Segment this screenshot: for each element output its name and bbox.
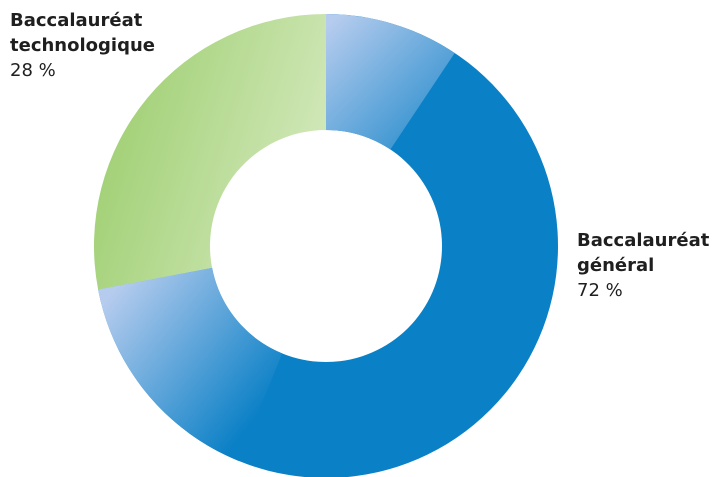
slice-label-general: Baccalauréat général 72 %: [577, 228, 727, 303]
slice-label-general-line2: général: [577, 255, 655, 276]
slice-label-technologique-line1: Baccalauréat: [10, 10, 143, 31]
slice-general-highlight: [98, 267, 283, 461]
slice-label-technologique-line2: technologique: [10, 35, 155, 56]
slice-value-general: 72 %: [577, 280, 623, 301]
donut-slices: [93, 14, 558, 477]
slice-label-technologique: Baccalauréat technologique 28 %: [10, 8, 230, 83]
slice-technologique: [93, 14, 326, 290]
slice-label-general-line1: Baccalauréat: [577, 230, 710, 251]
slice-general-highlight: [326, 14, 455, 150]
slice-value-technologique: 28 %: [10, 60, 56, 81]
